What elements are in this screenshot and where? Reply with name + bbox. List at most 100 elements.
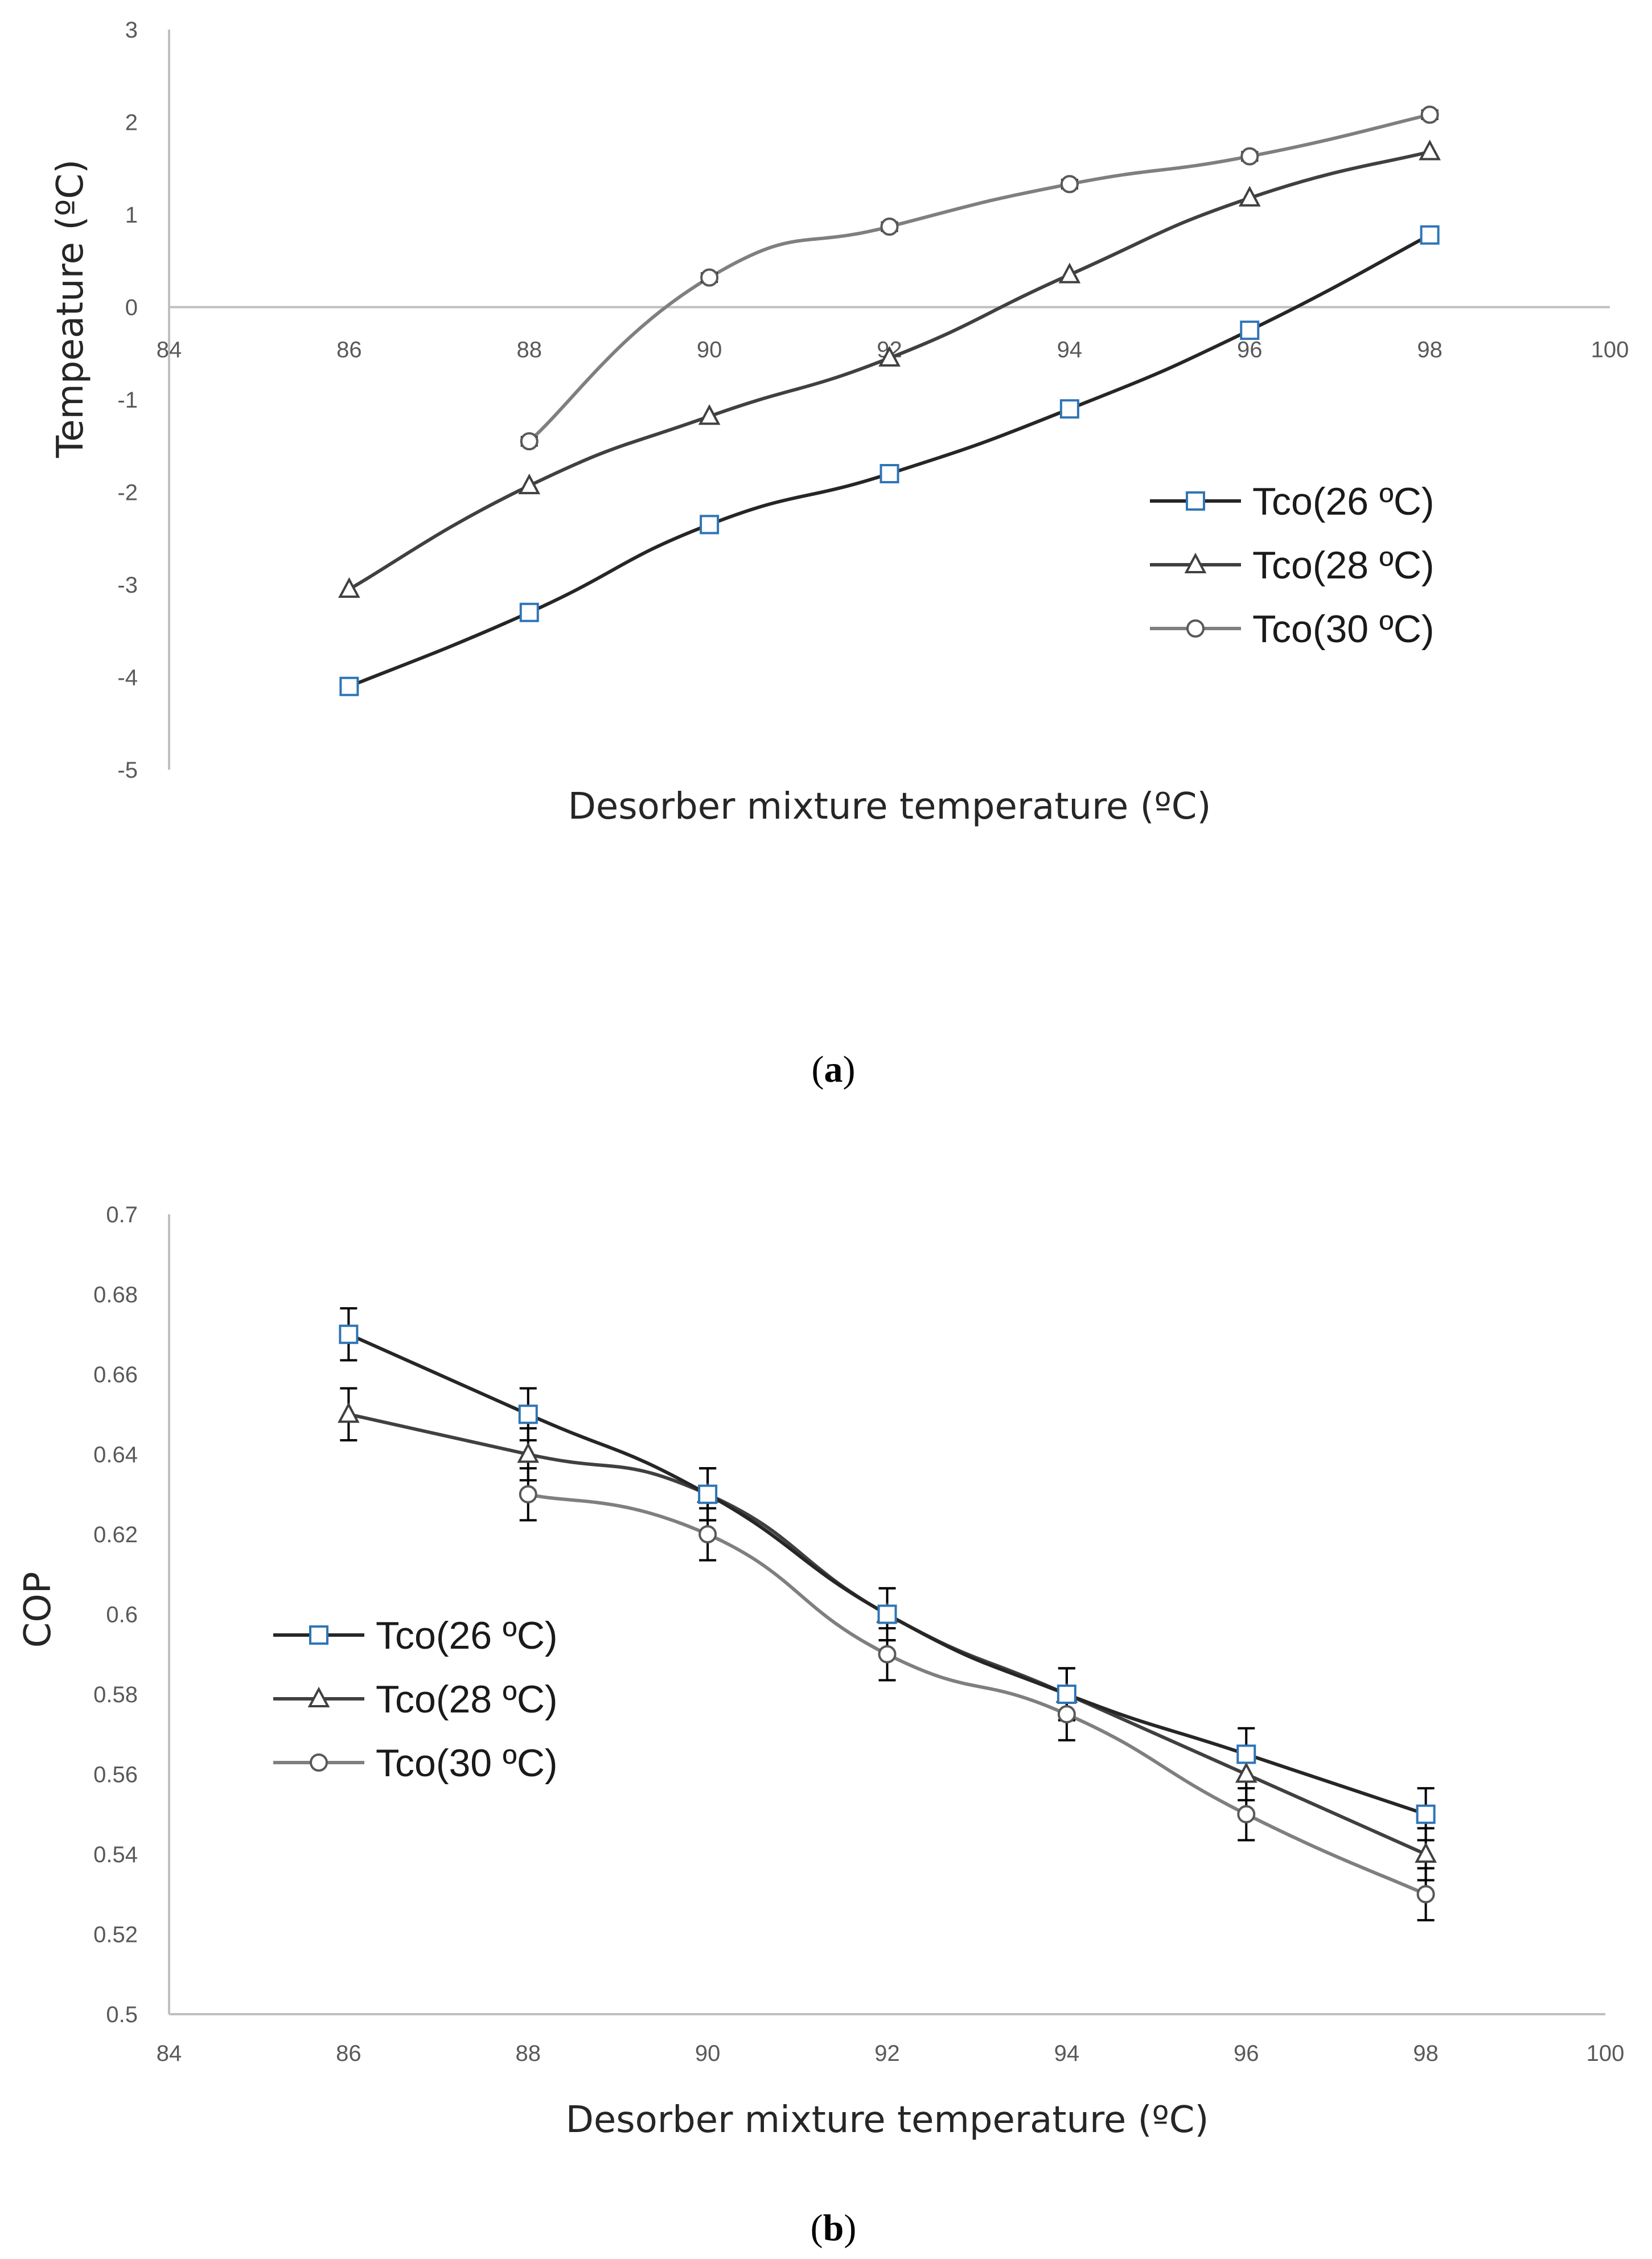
y-tick-label: 0.66 bbox=[93, 1362, 138, 1387]
data-point-square bbox=[1059, 399, 1079, 419]
y-axis-title: Tempeature (ºC) bbox=[50, 159, 92, 458]
data-point-square bbox=[1236, 1744, 1256, 1764]
data-point-triangle bbox=[338, 1402, 360, 1423]
x-tick-label: 94 bbox=[1054, 2041, 1080, 2066]
panel-label-open: ( bbox=[812, 1049, 824, 1090]
legend-marker-triangle bbox=[307, 1686, 330, 1707]
legend-label: Tco(30 ºC) bbox=[376, 1742, 558, 1785]
data-point-triangle bbox=[878, 346, 901, 367]
y-tick-label: 0.6 bbox=[106, 1603, 138, 1628]
legend-marker-square bbox=[309, 1625, 328, 1645]
x-tick-label: 98 bbox=[1413, 2041, 1439, 2066]
data-point-square bbox=[519, 602, 539, 622]
data-point-circle bbox=[878, 1645, 897, 1664]
y-tick-label: 0.54 bbox=[93, 1842, 138, 1867]
x-tick-label: 84 bbox=[157, 338, 182, 363]
panel-label-close: ) bbox=[843, 1049, 856, 1090]
y-tick-label: 0.7 bbox=[106, 1202, 138, 1227]
data-point-circle bbox=[698, 1525, 717, 1543]
y-tick-label: -3 bbox=[117, 573, 138, 598]
y-tick-label: -5 bbox=[117, 758, 138, 783]
chart-b: 0.5 0.52 0.54 0.56 0.58 0.6 0.62 0.64 0.66 0.68 0.… bbox=[17, 1202, 1624, 2249]
y-tick-label: 0.62 bbox=[93, 1522, 138, 1547]
y-tick-label: 0.58 bbox=[93, 1682, 138, 1707]
x-tick-label: 84 bbox=[157, 2041, 182, 2066]
data-point-square bbox=[1240, 321, 1260, 340]
data-point-square bbox=[1420, 225, 1440, 245]
data-point-triangle bbox=[518, 473, 541, 495]
x-axis-title: Desorber mixture temperature (ºC) bbox=[568, 786, 1211, 828]
x-tick-label: 88 bbox=[517, 338, 543, 363]
y-tick-label: 0.68 bbox=[93, 1283, 138, 1308]
y-axis-title: COP bbox=[17, 1572, 59, 1648]
legend-label: Tco(26 ºC) bbox=[1252, 480, 1435, 523]
x-tick-label: 98 bbox=[1417, 338, 1443, 363]
data-point-circle bbox=[519, 1485, 537, 1504]
x-tick-label: 90 bbox=[697, 338, 722, 363]
x-tick-label: 86 bbox=[336, 338, 362, 363]
data-point-circle bbox=[1057, 1705, 1076, 1724]
x-tick-label: 96 bbox=[1237, 338, 1263, 363]
data-point-square bbox=[339, 1324, 359, 1344]
panel-label-letter: b bbox=[823, 2207, 844, 2249]
data-point-triangle bbox=[698, 404, 721, 425]
data-point-triangle bbox=[1238, 186, 1261, 207]
x-tick-label: 100 bbox=[1591, 338, 1629, 363]
data-point-triangle bbox=[1235, 1762, 1258, 1783]
y-tick-label: 0.64 bbox=[93, 1443, 138, 1468]
data-point-circle bbox=[1420, 105, 1439, 124]
data-point-circle bbox=[700, 268, 719, 287]
data-point-triangle bbox=[1415, 1842, 1437, 1863]
legend-label: Tco(26 ºC) bbox=[376, 1614, 558, 1657]
legend-label: Tco(28 ºC) bbox=[376, 1678, 558, 1721]
panel-label: (b) bbox=[811, 2207, 857, 2249]
data-point-square bbox=[880, 464, 899, 483]
data-point-circle bbox=[880, 217, 899, 236]
data-point-triangle bbox=[338, 577, 360, 598]
y-tick-label: 0.56 bbox=[93, 1763, 138, 1788]
legend-marker-square bbox=[1186, 491, 1205, 511]
data-point-square bbox=[339, 676, 359, 696]
panel-label-close: ) bbox=[844, 2207, 856, 2249]
y-tick-label: -4 bbox=[117, 666, 138, 691]
series-line bbox=[348, 150, 1431, 591]
panel-label-letter: a bbox=[824, 1049, 843, 1090]
data-point-triangle bbox=[1058, 262, 1081, 284]
y-tick-label: -1 bbox=[117, 388, 138, 413]
data-point-triangle bbox=[1419, 139, 1441, 161]
data-point-square bbox=[518, 1404, 538, 1424]
x-tick-label: 88 bbox=[516, 2041, 541, 2066]
x-tick-label: 100 bbox=[1587, 2041, 1625, 2066]
chart-a: -5-4-3-2-101238486889092949698100Desorbe… bbox=[50, 18, 1629, 1090]
data-point-square bbox=[877, 1604, 897, 1624]
panel-label-open: ( bbox=[811, 2207, 823, 2249]
data-point-circle bbox=[520, 432, 539, 451]
x-tick-label: 90 bbox=[695, 2041, 721, 2066]
y-tick-label: 3 bbox=[125, 18, 138, 43]
x-tick-label: 96 bbox=[1234, 2041, 1259, 2066]
x-tick-label: 86 bbox=[336, 2041, 361, 2066]
x-tick-label: 94 bbox=[1057, 338, 1083, 363]
data-point-square bbox=[698, 1484, 718, 1504]
panel-label: (a) bbox=[812, 1049, 856, 1090]
data-point-circle bbox=[1240, 147, 1259, 166]
y-tick-label: 0.5 bbox=[106, 2002, 138, 2027]
y-tick-label: 0 bbox=[125, 295, 138, 321]
legend-marker-circle bbox=[310, 1753, 328, 1772]
data-point-square bbox=[1057, 1685, 1076, 1704]
data-point-circle bbox=[1237, 1805, 1256, 1823]
y-tick-label: 0.52 bbox=[93, 1923, 138, 1948]
series-line bbox=[528, 1492, 1427, 1896]
legend-label: Tco(30 ºC) bbox=[1252, 607, 1435, 651]
legend-marker-circle bbox=[1186, 619, 1205, 638]
data-point-circle bbox=[1060, 175, 1079, 194]
data-point-square bbox=[1416, 1804, 1436, 1824]
y-tick-label: 1 bbox=[125, 203, 138, 228]
legend-label: Tco(28 ºC) bbox=[1252, 544, 1435, 587]
x-tick-label: 92 bbox=[874, 2041, 900, 2066]
y-tick-label: 2 bbox=[125, 110, 138, 135]
data-point-square bbox=[700, 515, 720, 535]
data-point-circle bbox=[1416, 1885, 1435, 1904]
x-axis-title: Desorber mixture temperature (ºC) bbox=[566, 2099, 1209, 2141]
